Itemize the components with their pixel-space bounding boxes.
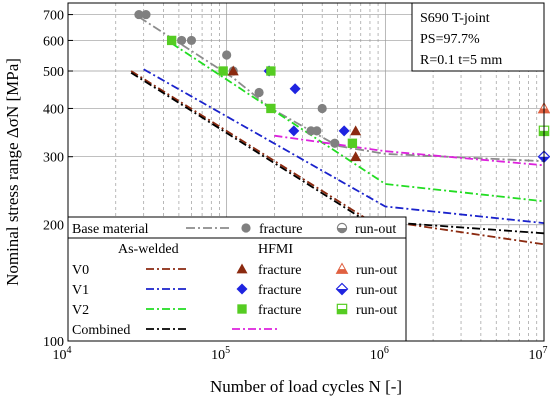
legend-v2-run-out-label: run-out <box>356 303 397 318</box>
legend-marks <box>146 222 349 330</box>
legend-base-run-out-label: run-out <box>355 222 396 237</box>
legend-v1-run-out-marker <box>335 282 349 296</box>
point-base-material-fracture <box>330 138 340 148</box>
point-base-material-fracture <box>134 9 144 20</box>
point-v1-fracture <box>338 125 350 137</box>
point-v1-fracture <box>288 125 300 137</box>
info-box: S690 T-joint PS=97.7% R=0.1 t=5 mm <box>411 2 545 72</box>
marker-fill <box>336 289 348 295</box>
point-v2-fracture <box>266 66 276 76</box>
x-tick-label: 107 <box>529 345 548 363</box>
y-tick-label: 400 <box>43 102 64 117</box>
marker-fill <box>337 228 347 233</box>
curve-v2 <box>171 42 544 203</box>
marker-fill <box>337 309 347 314</box>
legend-base-run-out-marker <box>336 222 348 234</box>
legend-as-welded-header: As-welded <box>118 242 179 257</box>
info-box-line-3: R=0.1 t=5 mm <box>420 53 502 68</box>
legend-hfmi-header: HFMI <box>258 242 293 257</box>
legend-row-v1: V1 <box>72 283 89 298</box>
curve-base-material <box>138 16 544 163</box>
x-axis-label: Number of load cycles N [-] <box>210 377 402 396</box>
info-box-line-2: PS=97.7% <box>420 32 480 47</box>
point-v0-fracture <box>350 151 362 162</box>
info-box-frame <box>411 2 545 72</box>
legend-v2-fracture-label: fracture <box>258 303 302 318</box>
point-v2-fracture <box>166 35 177 46</box>
point-base-material-fracture <box>177 35 187 46</box>
legend-base-fracture-label: fracture <box>259 222 303 237</box>
point-v2-fracture <box>218 66 228 76</box>
axes: 104 105 106 107 100 200 300 400 500 600 700 <box>43 9 548 363</box>
point-v0-fracture <box>227 65 239 76</box>
legend-v0-fracture-marker <box>236 263 248 274</box>
legend-v0-fracture-label: fracture <box>258 263 302 278</box>
point-v2-fracture <box>266 103 276 114</box>
legend-row-v0: V0 <box>72 263 89 278</box>
point-base-material-fracture <box>186 35 197 46</box>
y-axis-label: Nominal stress range ΔσN [MPa] <box>3 58 22 286</box>
legend-v1-run-out-label: run-out <box>356 283 397 298</box>
curve-hfmi-combined <box>274 134 544 167</box>
x-tick-label: 106 <box>370 345 389 363</box>
legend-v1-fracture-marker <box>236 283 248 295</box>
fitted-curves <box>130 16 544 246</box>
y-tick-label: 100 <box>43 335 64 350</box>
point-base-material-fracture <box>141 9 151 20</box>
curve-v1 <box>143 68 544 224</box>
legend-v2-run-out-marker <box>336 303 348 315</box>
y-tick-label: 700 <box>43 9 64 24</box>
point-base-material-fracture <box>222 50 232 60</box>
y-tick-label: 600 <box>43 34 64 49</box>
marker-fill <box>336 269 348 274</box>
y-tick-label: 300 <box>43 151 64 166</box>
point-base-material-fracture <box>317 103 327 114</box>
legend-v0-run-out-label: run-out <box>356 263 397 278</box>
point-v0-fracture <box>350 125 362 136</box>
legend: Base material fracture run-out As-welded… <box>67 216 407 342</box>
legend-base-fracture-marker <box>241 223 251 233</box>
y-tick-label: 500 <box>43 65 64 80</box>
legend-row-v2: V2 <box>72 303 89 318</box>
info-box-line-1: S690 T-joint <box>420 11 490 26</box>
point-v2-fracture <box>347 138 358 148</box>
legend-v1-fracture-label: fracture <box>258 283 302 298</box>
point-v1-fracture <box>289 83 301 95</box>
point-base-material-fracture <box>312 126 322 136</box>
point-base-material-fracture <box>254 87 264 98</box>
legend-row-combined: Combined <box>72 323 130 338</box>
x-tick-label: 105 <box>211 345 230 363</box>
legend-v2-fracture-marker <box>237 304 247 314</box>
legend-v0-run-out-marker <box>335 262 349 274</box>
y-tick-label: 200 <box>43 219 64 234</box>
x-tick-label: 104 <box>53 345 72 363</box>
legend-base-material-label: Base material <box>72 222 149 237</box>
